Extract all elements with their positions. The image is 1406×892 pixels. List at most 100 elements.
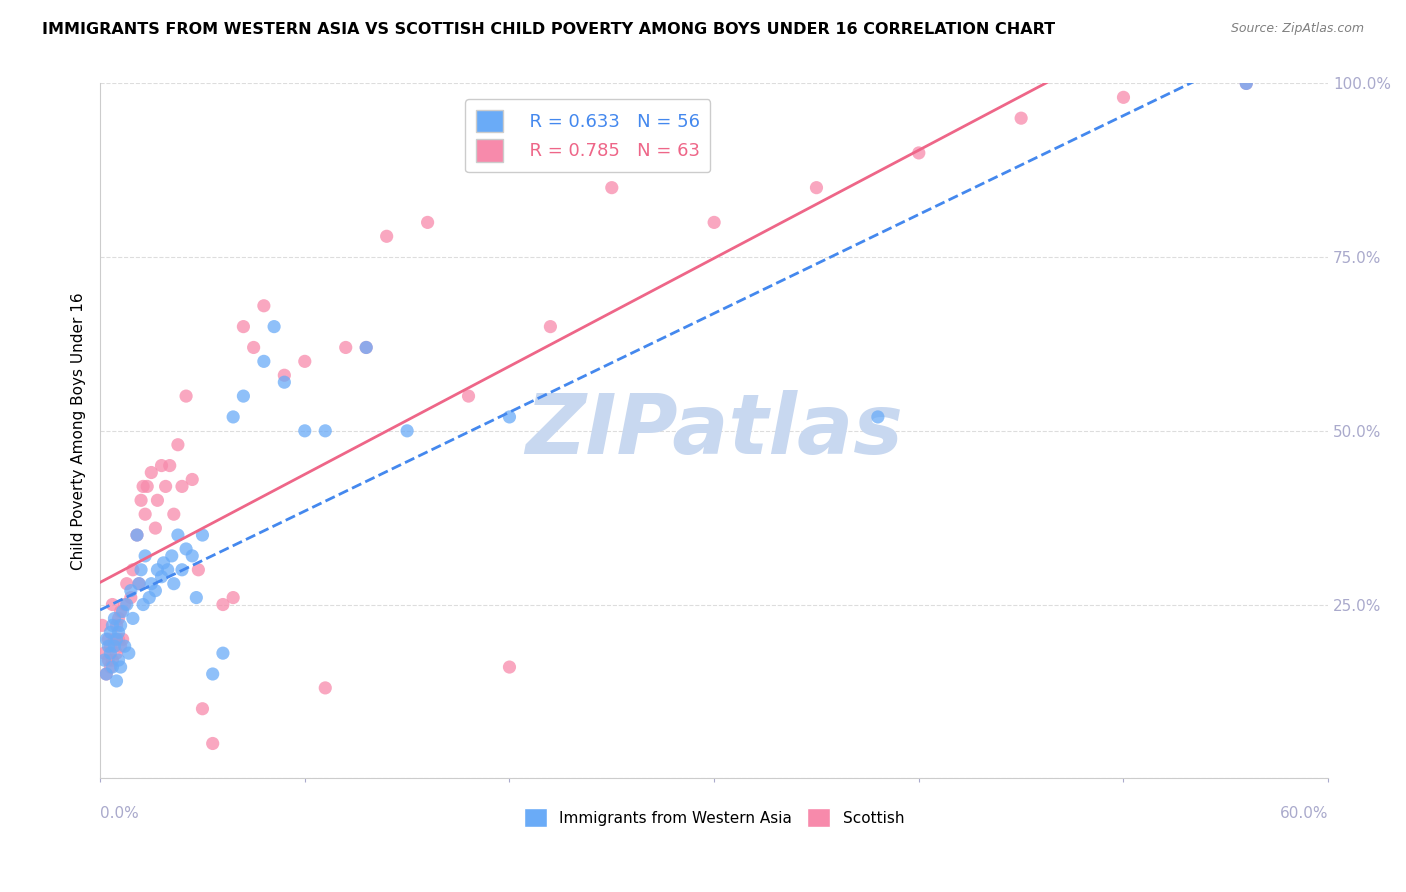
Point xyxy=(110,660,132,674)
Point xyxy=(150,570,173,584)
Point xyxy=(134,549,156,563)
Point xyxy=(128,576,150,591)
Text: IMMIGRANTS FROM WESTERN ASIA VS SCOTTISH CHILD POVERTY AMONG BOYS UNDER 16 CORRE: IMMIGRANTS FROM WESTERN ASIA VS SCOTTISH… xyxy=(42,22,1056,37)
Point xyxy=(101,618,124,632)
Point xyxy=(538,319,561,334)
Point xyxy=(1234,77,1257,91)
Point xyxy=(314,424,336,438)
Point xyxy=(122,563,145,577)
Point xyxy=(159,458,181,473)
Text: 0.0%: 0.0% xyxy=(100,806,139,821)
Point xyxy=(174,389,197,403)
Point xyxy=(107,625,129,640)
Point xyxy=(122,611,145,625)
Point xyxy=(101,598,124,612)
Point xyxy=(105,646,128,660)
Point xyxy=(212,598,235,612)
Point xyxy=(335,341,357,355)
Point xyxy=(98,660,121,674)
Point xyxy=(314,681,336,695)
Point xyxy=(191,528,214,542)
Point xyxy=(128,576,150,591)
Point xyxy=(110,605,132,619)
Point xyxy=(155,479,177,493)
Point xyxy=(96,632,118,647)
Point xyxy=(105,673,128,688)
Point xyxy=(907,145,929,160)
Point xyxy=(110,639,132,653)
Point xyxy=(103,639,125,653)
Point xyxy=(136,479,159,493)
Point xyxy=(111,632,134,647)
Point xyxy=(222,591,245,605)
Point xyxy=(170,563,193,577)
Point xyxy=(375,229,398,244)
Point xyxy=(201,737,224,751)
Point xyxy=(107,611,129,625)
Point xyxy=(181,473,204,487)
Point xyxy=(174,541,197,556)
Point xyxy=(145,521,167,535)
Point xyxy=(242,341,264,355)
Point xyxy=(105,632,128,647)
Point xyxy=(1234,77,1257,91)
Point xyxy=(93,653,115,667)
Point xyxy=(97,639,120,653)
Point xyxy=(134,507,156,521)
Point xyxy=(294,424,316,438)
Point xyxy=(97,632,120,647)
Point xyxy=(110,618,132,632)
Point xyxy=(138,591,160,605)
Point xyxy=(457,389,479,403)
Point xyxy=(103,632,125,647)
Point xyxy=(866,409,889,424)
Point xyxy=(107,632,129,647)
Point xyxy=(115,598,138,612)
Point xyxy=(101,660,124,674)
Point xyxy=(498,660,520,674)
Point xyxy=(232,319,254,334)
Point xyxy=(118,646,141,660)
Point xyxy=(253,354,276,368)
Point xyxy=(132,598,155,612)
Point xyxy=(253,299,276,313)
Point xyxy=(98,646,121,660)
Point xyxy=(114,639,136,653)
Point xyxy=(703,215,725,229)
Point xyxy=(125,528,148,542)
Point xyxy=(181,549,204,563)
Point xyxy=(1112,90,1135,104)
Point xyxy=(600,180,623,194)
Point xyxy=(152,556,174,570)
Point xyxy=(273,375,295,389)
Point xyxy=(141,466,163,480)
Point xyxy=(98,639,121,653)
Point xyxy=(114,598,136,612)
Point xyxy=(111,605,134,619)
Point xyxy=(141,576,163,591)
Text: Source: ZipAtlas.com: Source: ZipAtlas.com xyxy=(1230,22,1364,36)
Point xyxy=(98,625,121,640)
Point xyxy=(120,583,142,598)
Point xyxy=(150,458,173,473)
Point xyxy=(132,479,155,493)
Point xyxy=(294,354,316,368)
Point xyxy=(396,424,419,438)
Point xyxy=(156,563,179,577)
Point xyxy=(91,618,114,632)
Point xyxy=(103,611,125,625)
Point xyxy=(125,528,148,542)
Point xyxy=(416,215,439,229)
Point xyxy=(201,667,224,681)
Point xyxy=(129,563,152,577)
Point xyxy=(120,591,142,605)
Point xyxy=(145,583,167,598)
Point xyxy=(498,409,520,424)
Legend: Immigrants from Western Asia, Scottish: Immigrants from Western Asia, Scottish xyxy=(517,802,910,833)
Point xyxy=(232,389,254,403)
Text: ZIPatlas: ZIPatlas xyxy=(526,391,903,471)
Point xyxy=(146,563,169,577)
Point xyxy=(263,319,285,334)
Point xyxy=(96,667,118,681)
Point xyxy=(101,653,124,667)
